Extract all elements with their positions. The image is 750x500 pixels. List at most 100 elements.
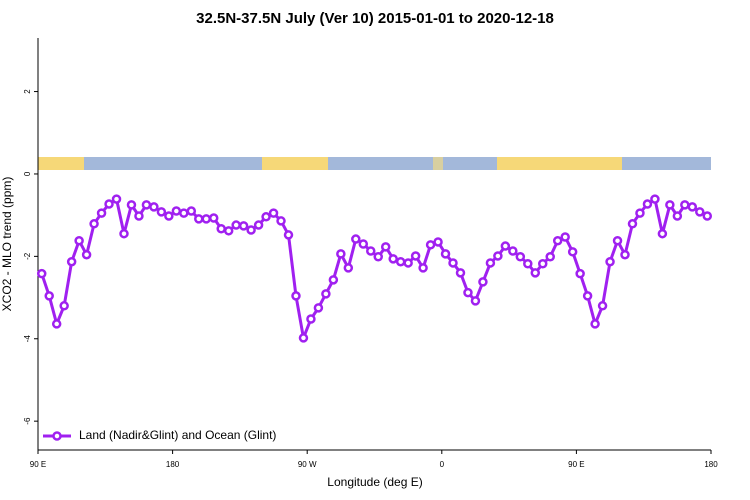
data-point bbox=[216, 224, 226, 234]
data-point bbox=[66, 256, 77, 267]
data-point bbox=[463, 287, 473, 298]
data-point bbox=[231, 220, 241, 230]
data-point bbox=[687, 202, 698, 212]
data-point bbox=[650, 194, 660, 204]
data-point bbox=[425, 240, 436, 250]
data-point bbox=[261, 212, 271, 222]
data-point bbox=[149, 202, 159, 212]
y-tick-label: -6 bbox=[23, 417, 32, 425]
data-point bbox=[642, 199, 653, 209]
data-point bbox=[291, 291, 301, 301]
data-point bbox=[418, 263, 428, 273]
x-tick-label: 90 E bbox=[30, 460, 46, 469]
data-point bbox=[410, 251, 421, 261]
x-tick-label: 0 bbox=[440, 460, 445, 469]
data-point bbox=[695, 207, 705, 217]
x-axis-label: Longitude (deg E) bbox=[327, 475, 422, 489]
data-point bbox=[134, 211, 144, 221]
data-point bbox=[119, 228, 129, 239]
data-point bbox=[627, 219, 638, 229]
x-tick-label: 90 W bbox=[298, 460, 317, 469]
y-tick-label: -2 bbox=[23, 252, 32, 260]
data-point bbox=[455, 268, 466, 278]
data-point bbox=[665, 200, 675, 210]
land-band bbox=[497, 157, 622, 170]
data-point bbox=[96, 208, 107, 218]
data-point bbox=[223, 226, 234, 236]
data-point bbox=[253, 220, 264, 230]
land-ocean-strip bbox=[38, 157, 711, 170]
data-point bbox=[515, 252, 526, 262]
data-point bbox=[246, 225, 256, 235]
data-point bbox=[530, 268, 541, 278]
y-axis-label: XCO2 - MLO trend (ppm) bbox=[0, 177, 14, 312]
x-tick-label: 90 E bbox=[568, 460, 584, 469]
data-point bbox=[680, 200, 690, 210]
data-point bbox=[552, 235, 563, 246]
data-point bbox=[201, 214, 211, 224]
legend-label: Land (Nadir&Glint) and Ocean (Glint) bbox=[79, 428, 276, 442]
data-point bbox=[156, 207, 167, 217]
data-point bbox=[657, 228, 668, 239]
data-point bbox=[538, 259, 548, 269]
data-point bbox=[171, 206, 182, 216]
data-point bbox=[380, 242, 391, 252]
data-point bbox=[575, 268, 585, 279]
data-point bbox=[36, 268, 47, 279]
data-point bbox=[478, 277, 488, 287]
land-band bbox=[262, 157, 328, 170]
data-point bbox=[283, 230, 294, 240]
y-tick-label: 2 bbox=[23, 89, 32, 94]
data-point bbox=[44, 291, 54, 301]
data-point bbox=[702, 211, 713, 221]
data-point bbox=[321, 289, 331, 299]
data-point bbox=[440, 249, 451, 259]
data-point bbox=[126, 200, 137, 210]
data-point bbox=[523, 259, 533, 269]
y-tick-label: 0 bbox=[23, 171, 32, 176]
data-point bbox=[328, 275, 339, 285]
data-point bbox=[179, 208, 189, 218]
data-point bbox=[74, 235, 84, 246]
data-point bbox=[208, 213, 219, 223]
legend-marker bbox=[52, 431, 62, 441]
data-point bbox=[313, 303, 324, 313]
land-band bbox=[38, 157, 84, 170]
data-point bbox=[194, 214, 204, 224]
data-point bbox=[590, 319, 600, 329]
data-point bbox=[493, 251, 503, 261]
data-point bbox=[343, 263, 354, 273]
data-point bbox=[620, 249, 630, 260]
data-point bbox=[388, 254, 398, 264]
data-point bbox=[635, 208, 645, 218]
data-point bbox=[81, 249, 92, 260]
data-point bbox=[358, 239, 369, 249]
chart-title: 32.5N-37.5N July (Ver 10) 2015-01-01 to … bbox=[196, 10, 554, 27]
data-point bbox=[545, 252, 555, 262]
data-point bbox=[366, 246, 376, 256]
data-point bbox=[89, 219, 99, 229]
data-point bbox=[59, 301, 69, 311]
data-point bbox=[448, 258, 458, 268]
data-point bbox=[485, 258, 496, 268]
data-point bbox=[298, 333, 309, 343]
land-band bbox=[433, 157, 443, 170]
x-tick-label: 180 bbox=[704, 460, 718, 469]
data-point bbox=[141, 200, 152, 210]
data-point bbox=[238, 221, 249, 231]
data-point bbox=[612, 235, 623, 246]
data-point bbox=[104, 199, 114, 209]
data-point bbox=[470, 296, 481, 306]
data-point bbox=[605, 256, 615, 267]
data-point bbox=[351, 234, 361, 244]
data-point bbox=[336, 249, 346, 259]
data-point bbox=[111, 194, 122, 204]
data-point bbox=[395, 256, 406, 267]
data-point bbox=[51, 319, 62, 329]
data-point bbox=[582, 291, 593, 301]
x-tick-label: 180 bbox=[166, 460, 180, 469]
data-point bbox=[186, 206, 197, 216]
data-point bbox=[373, 252, 383, 262]
data-point bbox=[508, 246, 518, 256]
data-point bbox=[164, 211, 174, 221]
